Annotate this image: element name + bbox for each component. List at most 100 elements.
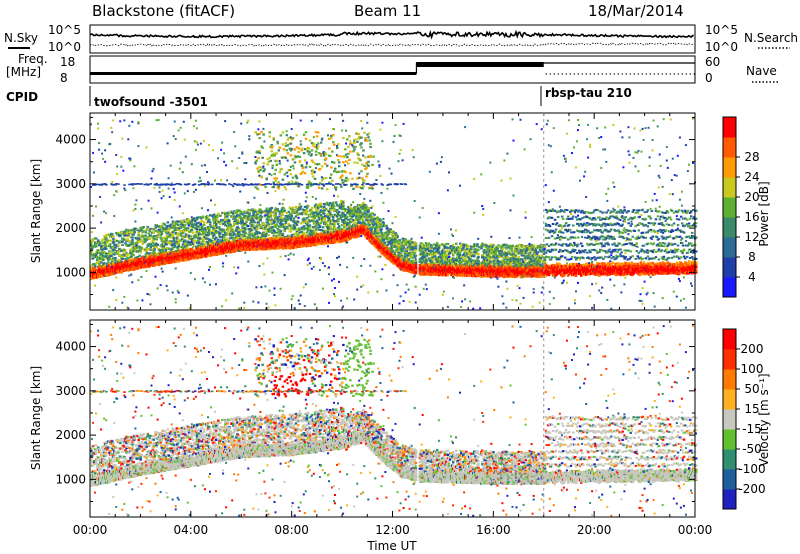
power-cell [172,222,176,225]
power-cell [134,203,137,206]
power-cell [212,242,215,245]
power-cell [148,293,151,296]
power-cell [230,210,233,213]
power-cell [248,212,251,215]
power-cell [183,239,187,242]
power-cell [123,184,126,186]
power-cell [247,201,250,204]
power-cell [195,222,199,225]
power-cell [121,257,124,260]
power-cell [92,238,95,241]
power-cell [256,227,259,230]
power-cell [171,247,175,250]
power-cell [259,183,262,186]
power-cell [274,212,277,215]
power-cell [284,255,287,257]
power-cell [222,233,225,236]
power-cell [208,144,210,146]
power-cell [273,220,276,223]
power-cell [224,184,227,186]
power-cell [244,231,247,234]
power-cell [279,287,282,290]
power-cell [270,150,273,153]
power-cell [221,240,224,243]
noise-traces [89,29,694,47]
power-cell [197,184,201,186]
power-cell [202,140,205,143]
power-cell [302,217,306,220]
power-cell [184,233,188,236]
power-cell [159,252,163,256]
power-cell [186,229,190,232]
power-cell [242,238,245,242]
power-cell [287,210,291,213]
power-cell [116,165,119,168]
power-cell [258,151,261,155]
power-cell [167,253,170,256]
power-cell [226,228,229,231]
power-cell [209,221,212,224]
power-cell [126,238,129,241]
power-cell [247,184,250,186]
power-cell [111,250,114,253]
power-cell [179,232,183,235]
power-cell [279,255,282,258]
power-cell [99,273,102,276]
power-cell [136,256,139,259]
power-cell [245,216,248,219]
power-cell [229,237,232,240]
power-cell [121,137,124,140]
power-cell [115,243,118,246]
power-cell [207,220,210,223]
power-cell [159,284,162,287]
power-cell [197,240,201,243]
power-cell [303,305,306,307]
power-cell [281,202,284,205]
power-cell [163,223,167,226]
power-cell [254,162,257,165]
power-cell [122,261,125,265]
power-cell [125,235,128,238]
power-cell [264,211,267,214]
power-cell [131,120,134,123]
power-cell [252,214,255,217]
power-cell [173,120,176,123]
power-cell [244,178,247,181]
power-cell [195,216,199,219]
power-cell [195,233,199,236]
power-cell [280,216,284,219]
power-cell [193,220,197,223]
power-cell [227,230,230,233]
power-cell [257,301,260,304]
power-cell [158,186,161,189]
power-cell [289,217,293,220]
power-cell [114,246,117,249]
power-cell [273,294,276,296]
power-cell [287,258,290,261]
power-cell [131,251,134,254]
power-cell [198,237,202,240]
power-cell [269,159,272,162]
power-cell [114,257,117,260]
power-cell [221,305,224,308]
power-cell [102,254,105,257]
power-cell [128,274,131,277]
power-cell [193,183,197,185]
power-cell [165,243,169,246]
power-cell [270,146,273,149]
power-cell [193,234,197,237]
power-cell [233,266,236,269]
power-cell [193,278,196,281]
power-cell [171,183,175,186]
power-cell [90,242,93,245]
power-cell [239,184,242,186]
power-cell [221,230,224,233]
power-cell [95,237,98,240]
power-cell [257,128,260,131]
power-cell [110,254,113,257]
power-cell [172,239,176,243]
power-cell [273,224,276,227]
power-cell [92,244,95,247]
power-cell [273,152,276,155]
power-cell [260,216,263,219]
